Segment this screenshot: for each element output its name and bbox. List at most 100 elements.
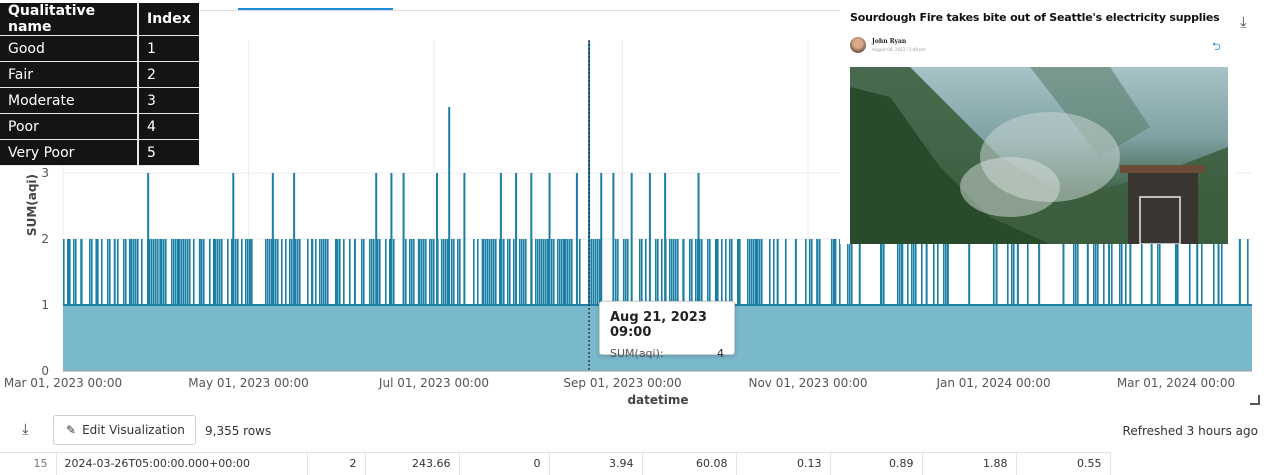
series-segment [1095, 239, 1097, 305]
series-spike [293, 173, 296, 305]
series-segment [135, 239, 137, 305]
series-segment [337, 239, 339, 305]
article-date: August 08, 2023 / 2:44 pm [872, 47, 926, 52]
series-segment [157, 239, 159, 305]
series-spike [1038, 239, 1041, 305]
series-segment [809, 239, 811, 305]
series-segment [1119, 239, 1121, 305]
series-segment [675, 239, 677, 305]
download-icon[interactable]: ⤓ [1240, 14, 1247, 31]
series-segment [151, 239, 153, 305]
series-segment [281, 239, 283, 305]
series-segment [943, 239, 945, 305]
series-segment [673, 239, 675, 305]
series-segment [993, 239, 995, 305]
series-segment [321, 239, 323, 305]
table-cell: 3.94 [549, 452, 643, 475]
x-axis-title: datetime [627, 393, 688, 407]
article-title[interactable]: Sourdough Fire takes bite out of Seattle… [850, 11, 1220, 24]
series-spike [630, 173, 633, 305]
series-spike [1062, 239, 1065, 305]
series-segment [849, 239, 851, 305]
series-spike [697, 173, 700, 305]
series-segment [569, 239, 571, 305]
series-segment [761, 239, 763, 305]
table-cell: 2 [307, 452, 366, 475]
series-segment [717, 239, 719, 305]
series-segment [545, 239, 547, 305]
series-segment [1093, 239, 1095, 305]
series-segment [237, 239, 239, 305]
series-segment [231, 239, 233, 305]
series-segment [769, 239, 771, 305]
table-cell: 0.55 [1016, 452, 1111, 475]
news-article-card[interactable]: Sourdough Fire takes bite out of Seattle… [840, 0, 1235, 244]
series-segment [553, 239, 555, 305]
series-segment [1201, 239, 1203, 305]
series-spike [548, 173, 551, 305]
series-spike [271, 173, 274, 305]
legend-header-name: Qualitative name [0, 3, 139, 36]
series-segment [489, 239, 491, 305]
series-segment [161, 239, 163, 305]
series-segment [285, 239, 287, 305]
series-segment [371, 239, 373, 305]
series-segment [217, 239, 219, 305]
edit-visualization-button[interactable]: ✎ Edit Visualization [53, 415, 196, 445]
series-segment [785, 239, 787, 305]
series-spike [1086, 239, 1089, 305]
series-segment [519, 239, 521, 305]
series-segment [265, 239, 267, 305]
series-segment [63, 239, 65, 305]
series-spike [925, 239, 928, 305]
series-segment [271, 239, 273, 305]
series-segment [389, 239, 391, 305]
share-icon[interactable]: ⮌ [1212, 41, 1221, 53]
series-segment [1159, 239, 1161, 305]
series-segment [513, 239, 515, 305]
table-cell: 243.66 [365, 452, 460, 475]
series-segment [579, 239, 581, 305]
series-segment [691, 239, 693, 305]
series-segment [543, 239, 545, 305]
series-segment [615, 239, 617, 305]
series-segment [183, 239, 185, 305]
table-row[interactable]: 15 2024-03-26T05:00:00.000+00:00 2 243.6… [0, 452, 1111, 475]
aqi-legend-table: Qualitative name Index Good 1 Fair 2 Mod… [0, 3, 199, 166]
series-segment [567, 239, 569, 305]
series-segment [525, 239, 527, 305]
series-segment [551, 239, 553, 305]
series-segment [297, 239, 299, 305]
series-segment [421, 239, 423, 305]
series-spike [80, 239, 83, 305]
series-segment [625, 239, 627, 305]
series-segment [405, 239, 407, 305]
series-spike [834, 239, 837, 305]
series-segment [181, 239, 183, 305]
series-segment [289, 239, 291, 305]
series-spike [463, 173, 466, 305]
series-segment [507, 239, 509, 305]
download-icon[interactable]: ⤓ [22, 421, 29, 438]
series-segment [163, 239, 165, 305]
series-segment [319, 239, 321, 305]
series-segment [593, 239, 595, 305]
series-segment [323, 239, 325, 305]
series-spike [417, 239, 420, 305]
table-cell: 1.88 [922, 452, 1017, 475]
series-segment [457, 239, 459, 305]
series-spike [648, 173, 651, 305]
series-segment [361, 239, 363, 305]
series-spike [390, 173, 393, 305]
y-tick-label: 2 [41, 232, 49, 246]
resize-handle-icon[interactable] [1250, 395, 1260, 405]
series-segment [539, 239, 541, 305]
series-segment [443, 239, 445, 305]
x-tick-label: Sep 01, 2023 00:00 [563, 376, 681, 390]
legend-header-row: Qualitative name Index [0, 3, 199, 36]
series-segment [137, 239, 139, 305]
series-segment [833, 239, 835, 305]
series-spike [311, 239, 314, 305]
series-segment [409, 239, 411, 305]
series-spike [816, 239, 819, 305]
